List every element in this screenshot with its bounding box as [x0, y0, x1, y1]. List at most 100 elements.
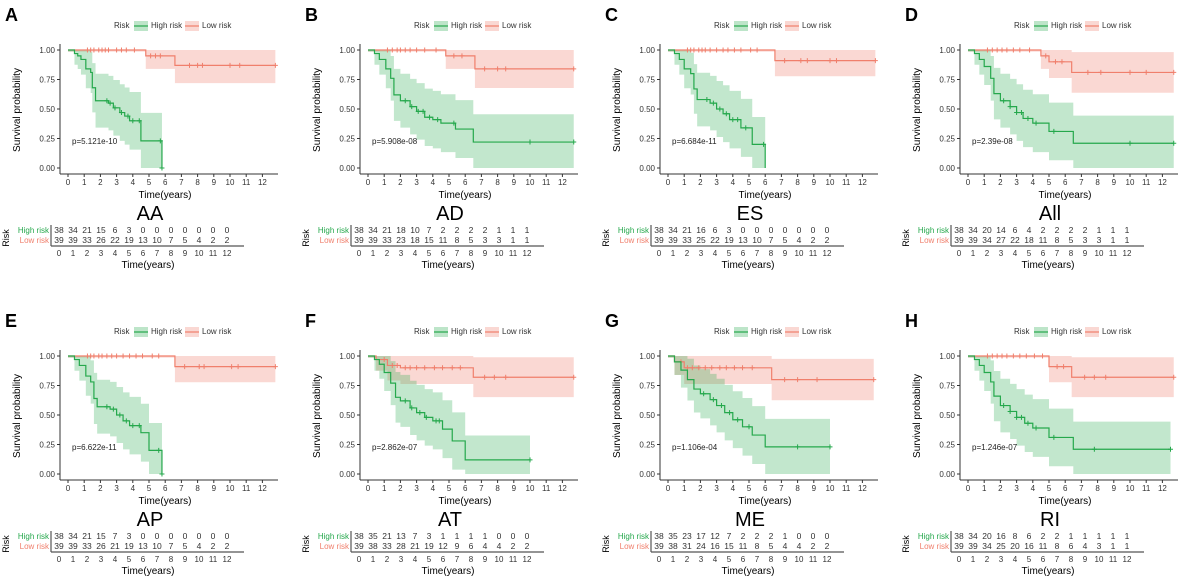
risk-table-x-tick-label: 10	[195, 555, 204, 564]
risk-count-high: 1	[1125, 531, 1130, 541]
x-tick-label: 4	[1031, 178, 1036, 187]
risk-table-low-label: Low risk	[320, 542, 350, 551]
x-tick-label: 3	[1014, 484, 1019, 493]
risk-count-high: 35	[368, 531, 378, 541]
low-censor-mark	[717, 365, 723, 371]
risk-count-low: 19	[124, 541, 134, 551]
x-tick-label: 12	[858, 484, 867, 493]
risk-table-x-tick-label: 0	[657, 249, 662, 258]
low-censor-mark	[989, 47, 995, 53]
risk-table-x-tick-label: 7	[155, 555, 160, 564]
risk-count-low: 19	[424, 541, 434, 551]
risk-count-low: 7	[169, 541, 174, 551]
low-censor-mark	[749, 365, 755, 371]
risk-table-x-tick-label: 12	[1123, 249, 1132, 258]
x-tick-label: 11	[1142, 484, 1151, 493]
risk-count-low: 23	[396, 235, 406, 245]
high-censor-mark	[1014, 110, 1020, 116]
risk-count-low: 39	[654, 541, 664, 551]
x-tick-label: 12	[258, 178, 267, 187]
x-tick-label: 3	[714, 484, 719, 493]
low-censor-mark	[402, 365, 408, 371]
high-censor-mark	[435, 117, 441, 123]
low-censor-mark	[1059, 59, 1065, 65]
y-tick-label: 0.50	[39, 411, 55, 420]
risk-count-high: 38	[354, 225, 364, 235]
x-tick-label: 12	[858, 178, 867, 187]
risk-count-low: 33	[382, 541, 392, 551]
high-censor-mark	[1033, 120, 1039, 126]
high-risk-ci-band	[968, 356, 1171, 474]
x-tick-label: 0	[366, 484, 371, 493]
y-tick-label: 0.75	[339, 76, 355, 85]
x-tick-label: 0	[666, 178, 671, 187]
high-censor-mark	[1168, 446, 1173, 452]
high-censor-mark	[123, 418, 129, 424]
legend-title: Risk	[114, 327, 131, 336]
low-censor-mark	[127, 353, 133, 359]
risk-count-low: 3	[1097, 541, 1102, 551]
risk-table-x-tick-label: 4	[413, 249, 418, 258]
x-tick-label: 11	[542, 178, 551, 187]
risk-table-low-label: Low risk	[620, 236, 650, 245]
x-tick-label: 5	[147, 484, 152, 493]
x-tick-label: 11	[842, 484, 851, 493]
risk-count-low: 12	[438, 541, 448, 551]
risk-count-low: 11	[1039, 235, 1048, 245]
high-censor-mark	[1171, 140, 1177, 146]
x-tick-label: 3	[414, 484, 419, 493]
low-censor-mark	[149, 353, 155, 359]
low-censor-mark	[804, 58, 810, 64]
y-tick-label: 0.00	[639, 164, 655, 173]
x-tick-label: 6	[463, 178, 468, 187]
risk-count-high: 2	[1041, 225, 1046, 235]
risk-count-high: 0	[211, 225, 216, 235]
high-censor-mark	[409, 104, 415, 110]
x-tick-label: 9	[1112, 178, 1117, 187]
low-censor-mark	[1082, 374, 1088, 380]
high-censor-mark	[704, 97, 710, 103]
risk-count-low: 28	[396, 541, 406, 551]
risk-count-high: 2	[741, 531, 746, 541]
risk-count-high: 7	[427, 225, 432, 235]
panel-letter: H	[905, 311, 918, 331]
risk-table-x-tick-label: 2	[85, 555, 90, 564]
risk-count-low: 26	[96, 235, 106, 245]
risk-count-high: 2	[441, 225, 446, 235]
risk-table-x-tick-label: 10	[1095, 249, 1104, 258]
risk-count-high: 13	[396, 531, 406, 541]
high-risk-curve	[68, 49, 163, 168]
y-tick-label: 1.00	[39, 352, 55, 361]
risk-table-x-tick-label: 12	[523, 249, 532, 258]
low-censor-mark	[1171, 374, 1177, 380]
risk-table-x-tick-label: 5	[427, 249, 432, 258]
risk-count-high: 15	[96, 531, 106, 541]
risk-table-x-tick-label: 8	[769, 555, 774, 564]
y-tick-label: 0.25	[939, 135, 955, 144]
x-tick-label: 3	[714, 178, 719, 187]
high-censor-mark	[1007, 104, 1013, 110]
y-tick-label: 0.75	[639, 382, 655, 391]
risk-count-low: 2	[511, 541, 516, 551]
risk-table-x-tick-label: 11	[209, 555, 218, 564]
risk-count-low: 1	[1125, 541, 1130, 551]
risk-table-x-title: Time(years)	[722, 566, 775, 577]
low-censor-mark	[187, 62, 192, 68]
panel-letter: E	[5, 311, 17, 331]
legend-high-label: High risk	[1051, 327, 1083, 336]
risk-count-high: 2	[483, 225, 488, 235]
low-censor-mark	[451, 53, 457, 59]
high-censor-mark	[1127, 140, 1133, 146]
y-axis-title: Survival probability	[12, 68, 23, 152]
risk-count-high: 7	[727, 531, 732, 541]
p-value: p=2.39e-08	[972, 137, 1013, 146]
low-censor-mark	[1103, 374, 1109, 380]
low-censor-mark	[707, 47, 713, 53]
risk-count-high: 38	[54, 531, 64, 541]
risk-count-high: 14	[996, 225, 1006, 235]
y-tick-label: 0.50	[939, 411, 955, 420]
y-axis-title: Survival probability	[12, 374, 23, 458]
p-value: p=6.622e-11	[72, 443, 117, 452]
high-censor-mark	[157, 138, 163, 144]
risk-count-low: 4	[797, 541, 802, 551]
